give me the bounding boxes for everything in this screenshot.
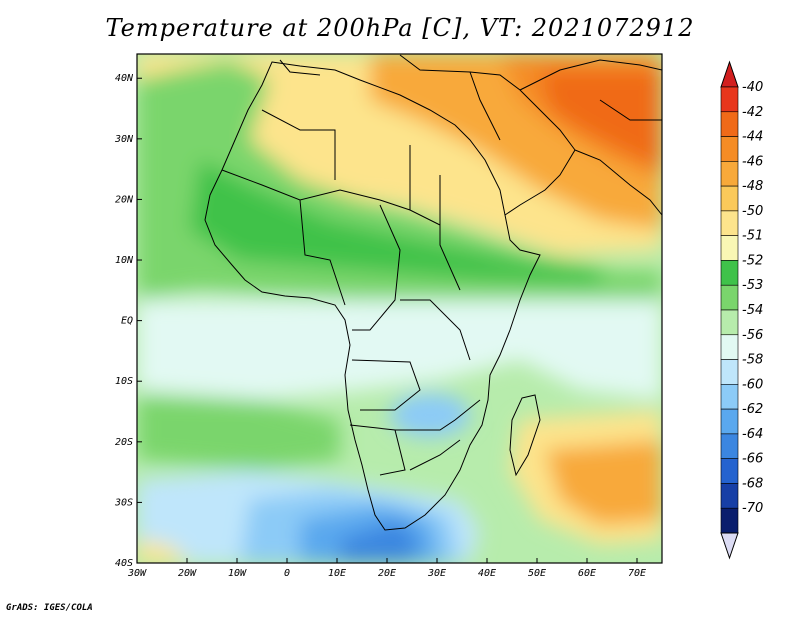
lon-tick-label: 40E — [478, 568, 496, 579]
lon-tick-label: 20E — [378, 568, 396, 579]
colorbar-swatch — [720, 334, 739, 360]
lat-tick-label: 30S — [114, 497, 133, 508]
lat-tick-label: 10S — [115, 376, 133, 387]
lat-tick-label: 10N — [115, 255, 134, 266]
colorbar-label: -68 — [742, 476, 763, 491]
lat-tick-label: 20N — [115, 194, 134, 205]
colorbar-swatch — [720, 433, 739, 459]
colorbar-label: -64 — [742, 427, 763, 442]
colorbar-label: -58 — [742, 353, 763, 368]
colorbar-swatch — [720, 210, 739, 236]
colorbar-swatch — [720, 86, 739, 113]
colorbar-swatch — [720, 458, 739, 484]
lon-tick-label: 30W — [127, 568, 147, 579]
temperature-field — [137, 54, 662, 563]
colorbar-label: -70 — [742, 501, 763, 516]
latitude-tick-labels: 40S 30S 20S 10S EQ 10N 20N 30N 40N — [114, 73, 142, 569]
credit-text: GrADS: IGES/COLA — [6, 603, 93, 613]
colorbar-swatch — [720, 384, 739, 410]
lon-tick-label: 70E — [628, 568, 646, 579]
colorbar-swatch — [720, 309, 739, 336]
colorbar-label: -51 — [742, 229, 763, 244]
colorbar-label: -60 — [742, 377, 763, 392]
map-title: Temperature at 200hPa [C], VT: 202107291… — [105, 14, 695, 42]
colorbar-top-arrow — [720, 60, 739, 88]
lat-tick-label: 40N — [115, 73, 134, 84]
coastlines — [204, 54, 662, 531]
colorbar: -40 -42 -44 -46 -48 -50 -51 -52 -53 -54 -56 -58 -60 -… — [720, 60, 763, 560]
lat-tick-label: 40S — [115, 558, 133, 569]
colorbar-swatch — [720, 161, 739, 187]
lon-tick-label: 60E — [578, 568, 596, 579]
colorbar-label: -56 — [742, 328, 763, 343]
colorbar-swatch — [720, 185, 739, 212]
longitude-tick-labels: 30W 20W 10W 0 10E 20E 30E 40E 50E 60E 70E — [127, 558, 646, 579]
lon-tick-label: 50E — [528, 568, 546, 579]
colorbar-swatch — [720, 284, 739, 311]
lat-tick-label: 20S — [115, 437, 133, 448]
colorbar-swatch — [720, 483, 739, 509]
colorbar-label: -42 — [742, 105, 763, 120]
colorbar-label: -66 — [742, 452, 763, 467]
colorbar-swatch — [720, 136, 739, 162]
colorbar-label: -54 — [742, 303, 763, 318]
colorbar-swatch — [720, 408, 739, 435]
colorbar-label: -40 — [742, 80, 763, 95]
colorbar-swatch — [720, 359, 739, 385]
lon-tick-label: 10W — [228, 568, 247, 579]
lon-tick-label: 20W — [178, 568, 197, 579]
lat-tick-label: 30N — [114, 134, 134, 145]
colorbar-label: -53 — [742, 278, 763, 293]
colorbar-swatch — [720, 111, 739, 137]
colorbar-label: -48 — [742, 179, 763, 194]
plot-frame — [136, 53, 663, 564]
colorbar-label: -62 — [742, 402, 763, 417]
colorbar-swatch — [720, 507, 739, 534]
lon-tick-label: 30E — [427, 568, 446, 579]
colorbar-swatch — [720, 235, 739, 261]
lon-tick-label: 10E — [328, 568, 346, 579]
colorbar-label: -52 — [742, 253, 763, 268]
colorbar-swatch — [720, 260, 739, 286]
lat-tick-label: EQ — [121, 316, 133, 327]
colorbar-label: -46 — [742, 154, 763, 169]
colorbar-bottom-arrow — [720, 532, 739, 560]
colorbar-label: -44 — [742, 130, 763, 145]
lon-tick-label: 0 — [284, 568, 290, 579]
colorbar-label: -50 — [742, 204, 763, 219]
